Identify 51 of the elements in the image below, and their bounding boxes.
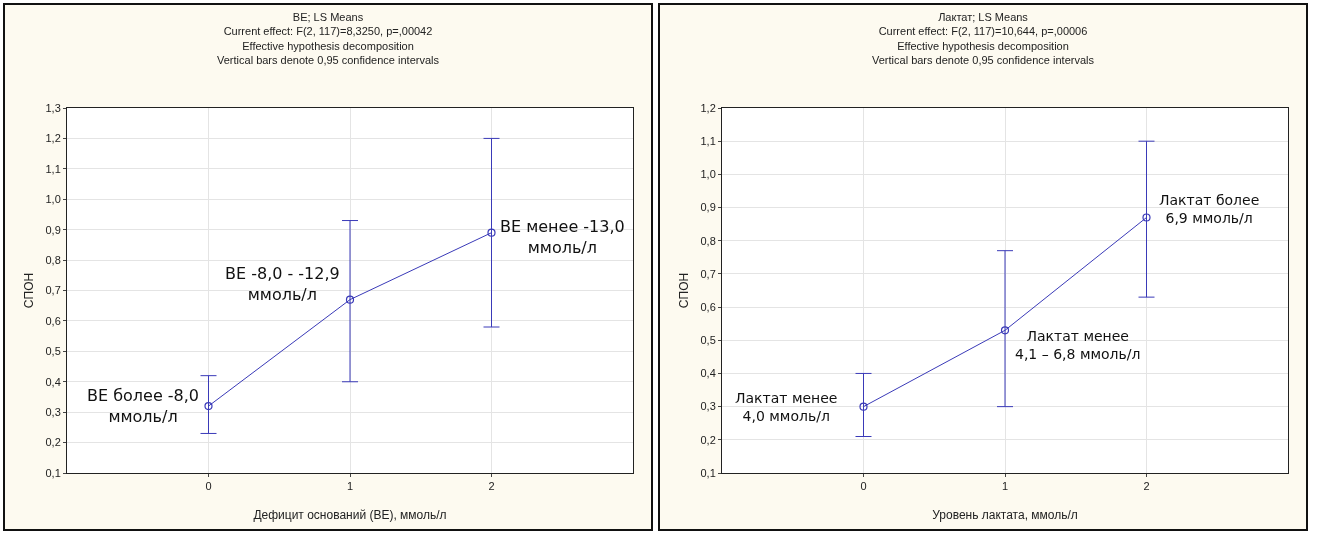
x-axis-title: Дефицит оснований (BE), ммоль/л bbox=[253, 508, 447, 522]
y-tick-label: 0,1 bbox=[700, 466, 716, 479]
point bbox=[204, 401, 213, 411]
y-tick-label: 0,2 bbox=[700, 433, 716, 446]
x-tick-label: 0 bbox=[860, 480, 867, 493]
x-tick-label: 1 bbox=[1001, 480, 1009, 493]
x-tick-label: 2 bbox=[488, 480, 495, 493]
y-tick-label: 0,6 bbox=[45, 314, 61, 327]
x-tick-label: 0 bbox=[205, 480, 212, 493]
chart-subtitle: Current effect: F(2, 117)=8,3250, p=,00042 Effective hypothesis decomposition Vertical bars denote 0,95 confidence intervals bbox=[217, 25, 440, 66]
y-tick-label: 1,3 bbox=[45, 101, 61, 114]
y-tick-label: 1,1 bbox=[45, 162, 61, 175]
y-tick-label: 0,9 bbox=[700, 201, 716, 214]
point bbox=[1000, 326, 1010, 335]
y-tick-label: 0,8 bbox=[45, 253, 61, 266]
y-tick-label: 0,9 bbox=[45, 223, 61, 236]
point bbox=[487, 228, 496, 237]
y-tick-label: 0,5 bbox=[700, 334, 716, 347]
y-tick-label: 0,8 bbox=[700, 234, 716, 247]
y-tick-label: 0,3 bbox=[700, 400, 716, 413]
y-tick-label: 0,4 bbox=[700, 367, 716, 380]
x-axis-title: Уровень лактата, ммоль/л bbox=[932, 508, 1078, 522]
y-tick-label: 0,4 bbox=[45, 375, 61, 388]
y-tick-label: 0,1 bbox=[45, 466, 61, 479]
annotation: BE менее -13,0 ммоль/л bbox=[500, 217, 625, 257]
y-tick-label: 0,7 bbox=[45, 284, 61, 297]
annotation: Лактат менее 4,1 – 6,8 ммоль/л bbox=[1015, 328, 1141, 363]
y-tick-label: 0,5 bbox=[45, 345, 61, 358]
y-tick-label: 1,0 bbox=[700, 168, 716, 181]
y-tick-label: 1,2 bbox=[45, 132, 61, 145]
y-tick-label: 1,1 bbox=[700, 135, 716, 148]
y-tick-label: 1,2 bbox=[700, 101, 716, 114]
point bbox=[345, 295, 355, 304]
y-axis-title: СПОН bbox=[22, 272, 36, 309]
y-tick-label: 0,7 bbox=[700, 267, 716, 280]
annotation: Лактат более 6,9 ммоль/л bbox=[1159, 192, 1260, 227]
y-tick-label: 0,6 bbox=[700, 300, 716, 313]
y-tick-label: 0,2 bbox=[45, 436, 61, 449]
chart-title: BE; LS Means bbox=[292, 11, 364, 23]
point bbox=[1142, 213, 1151, 222]
chart-subtitle: Current effect: F(2, 117)=10,644, p=,00006 Effective hypothesis decomposition Vertical bars denote 0,95 confidence intervals bbox=[872, 25, 1095, 66]
annotation: BE более -8,0 ммоль/л bbox=[87, 386, 200, 426]
y-tick-label: 0,3 bbox=[45, 406, 61, 419]
y-tick-label: 1,0 bbox=[45, 193, 61, 206]
annotation: BE -8,0 - -12,9 ммоль/л bbox=[225, 264, 340, 304]
x-tick-label: 2 bbox=[1143, 480, 1150, 493]
x-tick-label: 1 bbox=[346, 480, 354, 493]
point bbox=[859, 402, 868, 411]
chart-title: Лактат; LS Means bbox=[938, 11, 1029, 23]
annotation: Лактат менее 4,0 ммоль/л bbox=[735, 390, 838, 425]
y-axis-title: СПОН bbox=[677, 272, 691, 309]
